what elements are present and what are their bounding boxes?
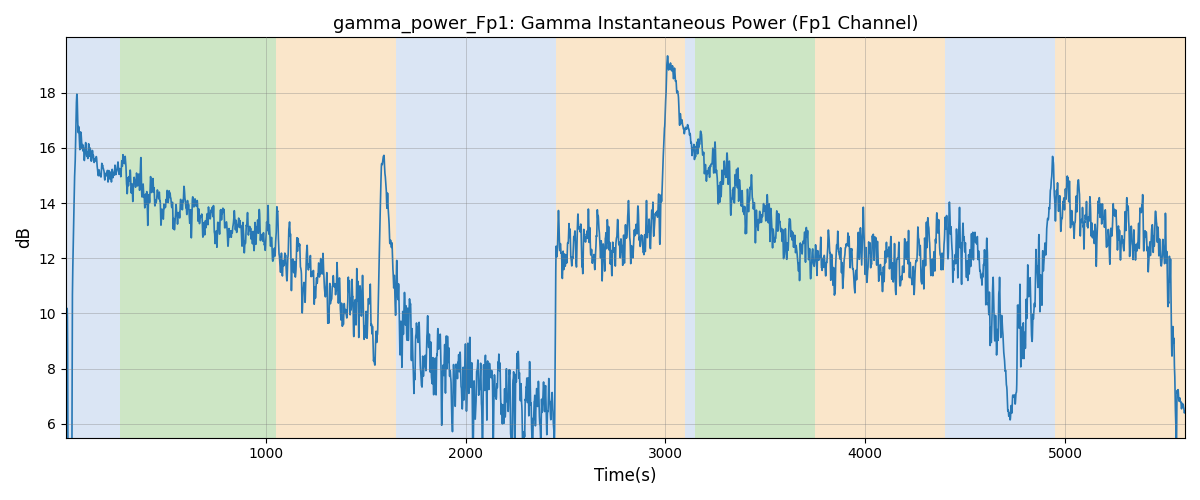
Bar [946, 38, 1055, 438]
X-axis label: Time(s): Time(s) [594, 467, 656, 485]
Bar [815, 38, 946, 438]
Bar [276, 38, 396, 438]
Bar [66, 38, 120, 438]
Bar [556, 38, 685, 438]
Title: gamma_power_Fp1: Gamma Instantaneous Power (Fp1 Channel): gamma_power_Fp1: Gamma Instantaneous Pow… [332, 15, 918, 34]
Bar [396, 38, 556, 438]
Bar [120, 38, 276, 438]
Y-axis label: dB: dB [14, 226, 32, 248]
Bar [696, 38, 815, 438]
Bar [685, 38, 696, 438]
Bar [1055, 38, 1184, 438]
